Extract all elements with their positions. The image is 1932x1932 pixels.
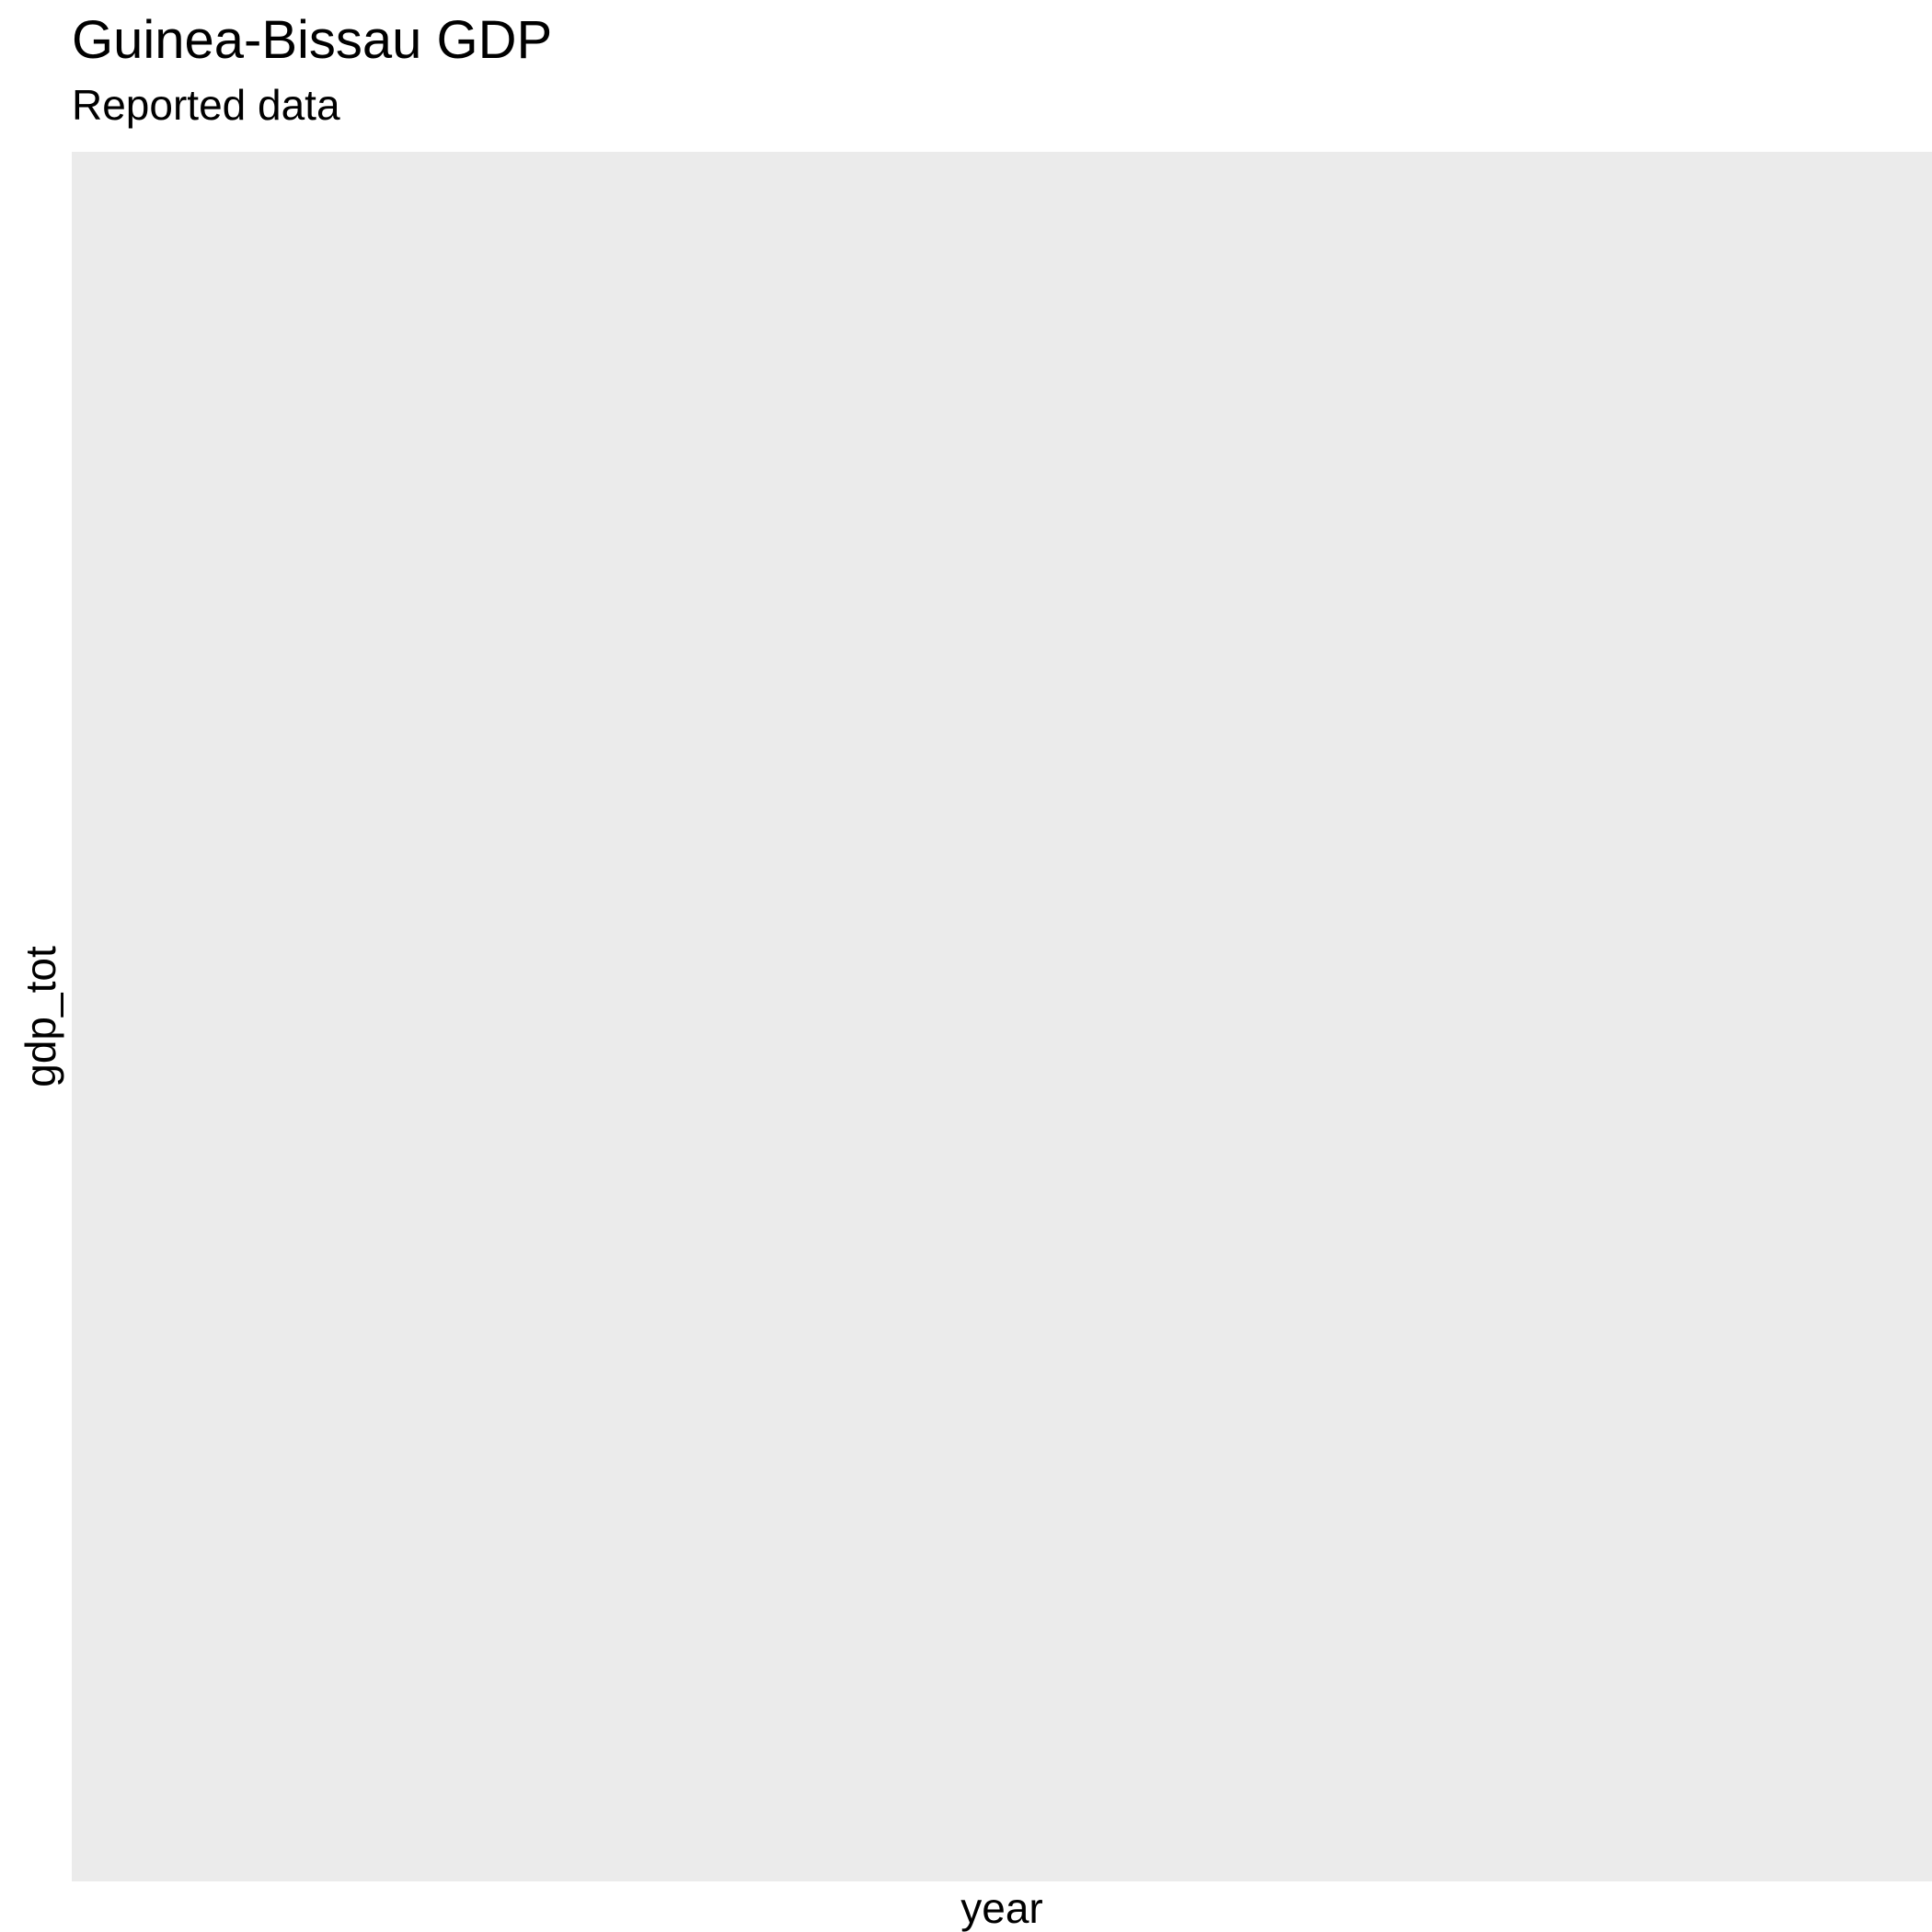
y-axis-title: gdp_tot [17,946,64,1087]
chart-title: Guinea-Bissau GDP [72,10,553,70]
plot-panel [72,152,1932,1881]
x-axis-title: year [960,1884,1043,1932]
plot-area [72,152,1932,1881]
chart-subtitle: Reported data [72,81,340,129]
